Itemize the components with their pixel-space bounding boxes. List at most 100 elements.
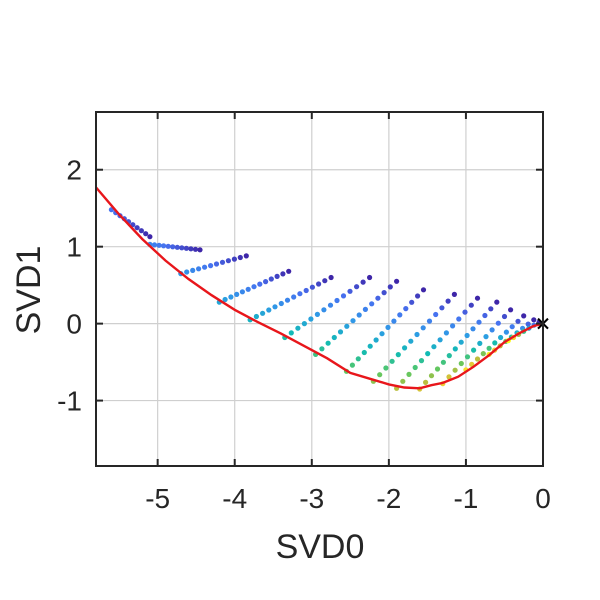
scatter-point — [257, 281, 263, 287]
scatter-point — [225, 258, 231, 264]
scatter-point — [303, 287, 309, 294]
scatter-point — [134, 225, 140, 231]
scatter-point — [280, 271, 286, 277]
scatter-point — [337, 329, 344, 335]
scatter-point — [295, 325, 301, 331]
scatter-point — [331, 334, 337, 341]
scatter-point — [355, 356, 361, 362]
scatter-point — [464, 332, 470, 339]
scatter-point — [495, 320, 501, 326]
scatter-point — [389, 358, 395, 364]
scatter-point — [263, 279, 269, 285]
scatter-point — [458, 339, 464, 345]
scatter-point — [443, 330, 449, 336]
y-tick-label: 2 — [66, 155, 82, 186]
scatter-point — [477, 340, 483, 346]
scatter-point — [426, 318, 433, 324]
scatter-point — [433, 311, 439, 318]
scatter-point — [369, 301, 375, 307]
scatter-point — [340, 293, 347, 299]
scatter-point — [360, 279, 366, 285]
scatter-point — [456, 316, 462, 322]
x-tick-label: -3 — [299, 483, 324, 514]
scatter-point — [234, 291, 240, 297]
scatter-point — [395, 352, 401, 358]
scatter-point — [521, 313, 527, 319]
scatter-point — [301, 321, 307, 327]
scatter-point — [458, 360, 464, 367]
scatter-point — [446, 353, 452, 359]
scatter-point — [482, 312, 488, 319]
x-tick-label: 0 — [535, 483, 551, 514]
scatter-point — [231, 256, 237, 262]
scatter-point — [420, 287, 427, 293]
scatter-point — [423, 379, 429, 385]
scatter-point — [237, 254, 243, 261]
scatter-point — [286, 268, 292, 274]
y-tick-label: 1 — [66, 232, 82, 263]
scatter-point — [515, 318, 521, 324]
scatter-point — [375, 295, 381, 301]
scatter-point — [373, 337, 379, 343]
scatter-point — [143, 231, 149, 237]
scatter-point — [406, 371, 412, 377]
scatter-point — [492, 340, 498, 346]
scatter-point — [274, 273, 280, 279]
scatter-point — [474, 356, 481, 362]
scatter-point — [415, 293, 421, 299]
scatter-point — [165, 243, 171, 249]
scatter-point — [321, 307, 327, 313]
scatter-point — [188, 246, 194, 252]
scatter-point — [356, 312, 362, 318]
tick-labels: -5 -4 -3 -2 -1 0 -1 0 1 2 — [57, 155, 551, 514]
scatter-point — [508, 307, 514, 313]
scatter-point — [179, 245, 185, 251]
scatter-point — [412, 364, 418, 371]
scatter-point — [251, 284, 257, 290]
scatter-point — [184, 269, 190, 275]
scatter-point — [170, 244, 176, 250]
scatter-point — [361, 349, 367, 356]
scatter-point — [213, 261, 220, 267]
scatter-point — [183, 245, 189, 251]
scatter-point — [239, 289, 245, 295]
scatter-point — [437, 337, 443, 343]
scatter-point — [349, 362, 355, 368]
scatter-point — [379, 331, 385, 337]
scatter-point — [325, 340, 331, 346]
scatter-point — [354, 284, 360, 290]
scatter-point — [452, 346, 458, 352]
scatter-point — [480, 351, 486, 357]
scatter-point — [503, 329, 509, 335]
scatter-point — [452, 367, 458, 373]
scatter-point — [425, 351, 431, 357]
fitted-curve — [95, 186, 544, 390]
scatter-point — [222, 296, 228, 303]
scatter-point — [486, 345, 492, 351]
scatter-point — [272, 304, 278, 310]
y-tick-label: 0 — [66, 309, 82, 340]
scatter-point — [219, 259, 226, 265]
scatter-point — [531, 317, 537, 323]
scatter-point — [161, 243, 167, 249]
axes-frame — [95, 111, 544, 467]
scatter-point — [451, 291, 457, 297]
scatter-point — [334, 297, 340, 304]
scatter-point — [498, 334, 504, 341]
scatter-point — [483, 334, 489, 340]
axes-box — [95, 111, 544, 467]
scatter-point — [446, 374, 452, 380]
scatter-point — [428, 373, 435, 379]
scatter-point — [314, 311, 320, 317]
scatter-point — [409, 299, 415, 305]
scatter-point — [403, 306, 409, 312]
scatter-point — [383, 365, 389, 371]
scatter-point — [464, 354, 471, 360]
scatter-point — [402, 345, 408, 351]
scatter-point — [147, 234, 153, 240]
scatter-point — [525, 321, 531, 327]
scatter-point — [268, 276, 274, 282]
